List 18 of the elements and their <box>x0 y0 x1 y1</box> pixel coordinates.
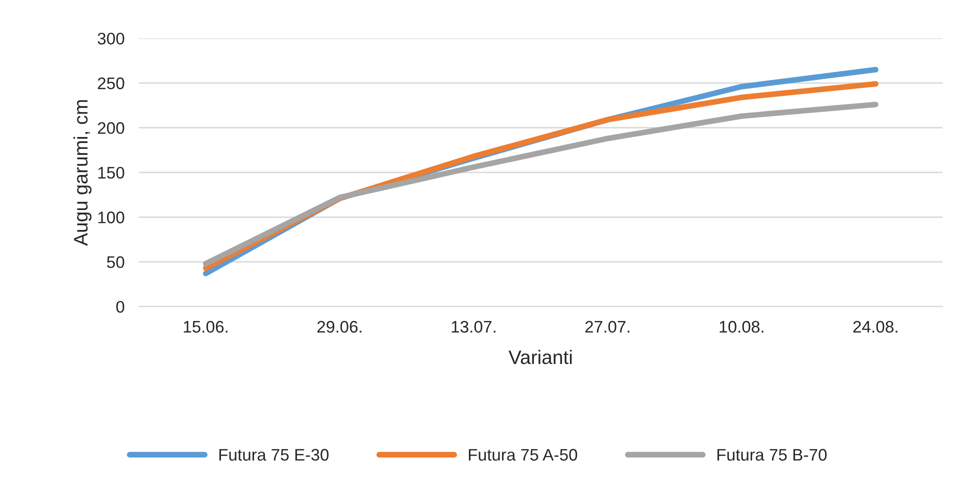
x-tick-label: 10.08. <box>720 320 764 333</box>
y-tick-label: 100 <box>98 212 124 224</box>
x-tick-label: 13.07. <box>452 320 496 333</box>
y-tick-label: 250 <box>98 77 124 90</box>
x-tick-label: 27.07. <box>585 320 630 333</box>
y-tick-label: 300 <box>98 32 124 45</box>
x-tick-label: 29.06. <box>317 320 362 333</box>
y-tick-label: 200 <box>98 122 124 134</box>
legend-label: Futura 75 E-30 <box>219 448 329 461</box>
y-tick-label: 0 <box>116 300 124 313</box>
y-tick-label: 150 <box>98 166 124 179</box>
legend-label: Futura 75 B-70 <box>717 448 827 461</box>
y-tick-label: 50 <box>107 256 124 268</box>
x-tick-label: 15.06. <box>184 320 228 333</box>
x-tick-label: 24.08. <box>853 320 898 333</box>
y-axis-title: Augu garumi, cm <box>73 100 92 246</box>
x-axis-title: Varianti <box>508 350 572 364</box>
legend-label: Futura 75 A-50 <box>468 448 578 461</box>
